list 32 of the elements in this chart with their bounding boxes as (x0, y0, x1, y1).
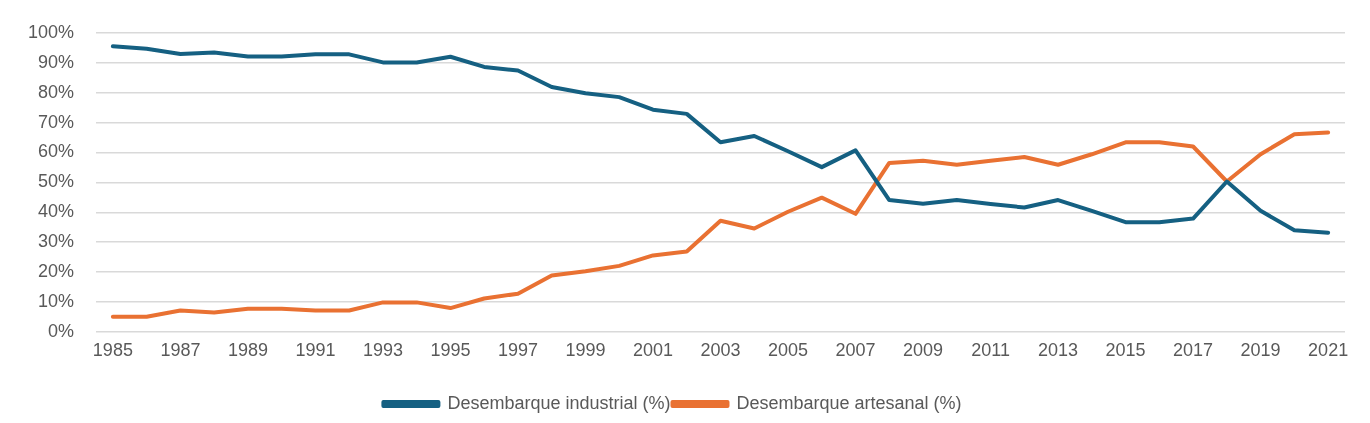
x-tick-label: 2013 (1038, 339, 1079, 360)
y-tick-label: 80% (37, 81, 74, 102)
x-tick-label: 1995 (430, 339, 471, 360)
x-tick-label: 2021 (1308, 339, 1349, 360)
x-tick-label: 2007 (835, 339, 876, 360)
legend-label: Desembarque artesanal (%) (736, 392, 962, 413)
y-tick-label: 40% (37, 201, 74, 222)
x-tick-label: 2019 (1240, 339, 1281, 360)
x-tick-label: 2009 (903, 339, 944, 360)
y-tick-label: 70% (37, 111, 74, 132)
x-tick-label: 2017 (1173, 339, 1214, 360)
x-tick-label: 2003 (700, 339, 741, 360)
y-tick-label: 30% (37, 231, 74, 252)
legend-label: Desembarque industrial (%) (447, 392, 671, 413)
y-tick-label: 100% (27, 21, 74, 42)
y-tick-label: 20% (37, 261, 74, 282)
x-tick-label: 2015 (1105, 339, 1146, 360)
x-tick-label: 1985 (92, 339, 133, 360)
x-tick-label: 2001 (632, 339, 674, 360)
x-tick-label: 2005 (767, 339, 809, 360)
y-tick-label: 0% (47, 320, 74, 341)
x-tick-label: 1989 (227, 339, 268, 360)
x-tick-label: 1987 (160, 339, 201, 360)
x-tick-label: 2011 (971, 339, 1010, 360)
y-tick-label: 50% (37, 171, 74, 192)
y-tick-label: 10% (37, 291, 74, 312)
y-tick-label: 60% (37, 141, 74, 162)
x-tick-label: 1991 (295, 339, 336, 360)
x-tick-label: 1997 (497, 339, 538, 360)
x-tick-label: 1993 (362, 339, 403, 360)
x-tick-label: 1999 (565, 339, 606, 360)
y-tick-label: 90% (37, 51, 74, 72)
